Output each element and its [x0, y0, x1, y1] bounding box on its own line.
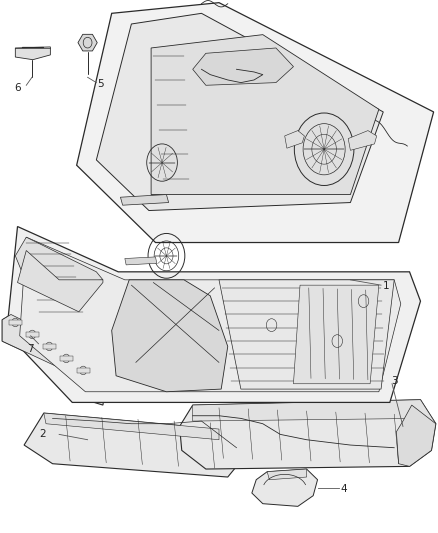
Polygon shape: [15, 47, 50, 60]
Polygon shape: [396, 405, 436, 466]
Polygon shape: [77, 368, 90, 373]
Polygon shape: [78, 34, 97, 51]
Polygon shape: [348, 131, 377, 150]
Polygon shape: [24, 413, 250, 477]
Polygon shape: [267, 469, 307, 480]
Text: 3: 3: [391, 376, 397, 386]
Polygon shape: [125, 257, 157, 265]
Polygon shape: [219, 280, 394, 389]
Polygon shape: [60, 356, 73, 361]
Text: 6: 6: [14, 83, 21, 93]
Polygon shape: [151, 35, 379, 195]
Text: 5: 5: [98, 79, 104, 88]
Polygon shape: [7, 227, 420, 402]
Polygon shape: [112, 280, 228, 392]
Polygon shape: [77, 3, 434, 243]
Polygon shape: [42, 344, 56, 349]
Polygon shape: [26, 332, 39, 337]
Polygon shape: [193, 48, 293, 85]
Polygon shape: [15, 237, 103, 288]
Polygon shape: [2, 314, 105, 405]
Polygon shape: [193, 400, 436, 424]
Polygon shape: [18, 251, 103, 312]
Polygon shape: [2, 314, 94, 376]
Polygon shape: [20, 237, 401, 392]
Text: 7: 7: [27, 344, 34, 354]
Text: 2: 2: [39, 430, 46, 439]
Text: 4: 4: [341, 484, 347, 494]
Polygon shape: [44, 413, 219, 440]
Polygon shape: [120, 195, 169, 205]
Polygon shape: [285, 131, 304, 148]
Polygon shape: [293, 285, 379, 384]
Text: 1: 1: [383, 281, 390, 291]
Polygon shape: [9, 320, 22, 325]
Polygon shape: [96, 13, 383, 211]
Polygon shape: [252, 469, 318, 506]
Polygon shape: [180, 400, 436, 469]
